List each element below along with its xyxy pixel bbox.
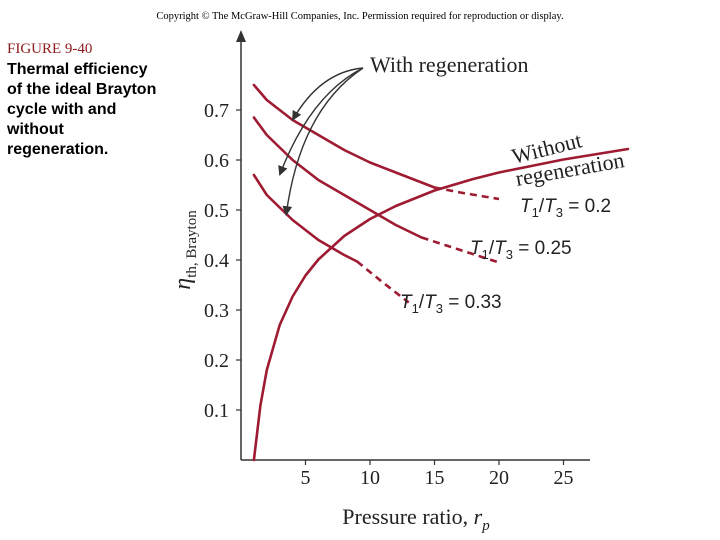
annotation-arrow <box>291 67 364 121</box>
series-dashed-t1-t3-0.2 <box>434 186 500 201</box>
series-line-t1-t3-0.2 <box>252 83 436 189</box>
y-tick-label: 0.4 <box>204 250 229 272</box>
y-axis-title-sub: th, Brayton <box>184 210 200 278</box>
x-tick-label: 20 <box>489 467 509 489</box>
curves <box>252 83 630 462</box>
y-axis-title-var: η <box>170 278 196 290</box>
series-dashed-t1-t3-0.25 <box>421 236 500 264</box>
figure-number: FIGURE 9-40 <box>7 41 93 57</box>
label-t1t3-0.25: T1/T3 = 0.25 <box>470 238 572 262</box>
y-tick-label: 0.6 <box>204 150 229 172</box>
label-t1t3-0.2-t1: T <box>520 196 533 217</box>
x-tick-label: 25 <box>554 467 574 489</box>
copyright-notice: Copyright © The McGraw-Hill Companies, I… <box>156 11 564 22</box>
series-line-t1-t3-0.25 <box>252 116 423 239</box>
y-axis-arrow <box>236 30 246 42</box>
x-axis-title-sub: p <box>481 518 490 534</box>
x-tick-label: 10 <box>360 467 380 489</box>
y-ticks: 0.1 0.2 0.3 0.4 0.5 0.6 0.7 <box>204 100 241 422</box>
figure-caption: Thermal efficiency of the ideal Brayton … <box>7 61 157 158</box>
y-tick-label: 0.1 <box>204 400 229 422</box>
series-line-t1-t3-0.33 <box>252 173 359 263</box>
x-tick-label: 5 <box>301 467 311 489</box>
y-tick-label: 0.2 <box>204 350 229 372</box>
y-tick-label: 0.3 <box>204 300 229 322</box>
x-axis-title-main: Pressure ratio, <box>342 504 473 529</box>
label-t1t3-0.2: T1/T3 = 0.2 <box>520 196 611 220</box>
x-axis-title-var: r <box>474 504 483 529</box>
x-ticks: 5 10 15 20 25 <box>301 460 574 489</box>
y-axis-title: ηth, Brayton <box>170 210 200 290</box>
y-tick-label: 0.7 <box>204 100 229 122</box>
annotation-arrow <box>282 67 364 216</box>
annotation-with-regeneration: With regeneration <box>370 52 529 77</box>
series-line-without-regeneration <box>252 147 630 462</box>
x-axis-title: Pressure ratio, rp <box>342 504 490 534</box>
label-t1t3-0.33: T1/T3 = 0.33 <box>400 292 502 316</box>
x-tick-label: 15 <box>425 467 445 489</box>
annotation-arrows <box>278 67 364 216</box>
annotation-arrow <box>278 67 364 176</box>
axes <box>236 30 590 461</box>
y-tick-label: 0.5 <box>204 200 229 222</box>
